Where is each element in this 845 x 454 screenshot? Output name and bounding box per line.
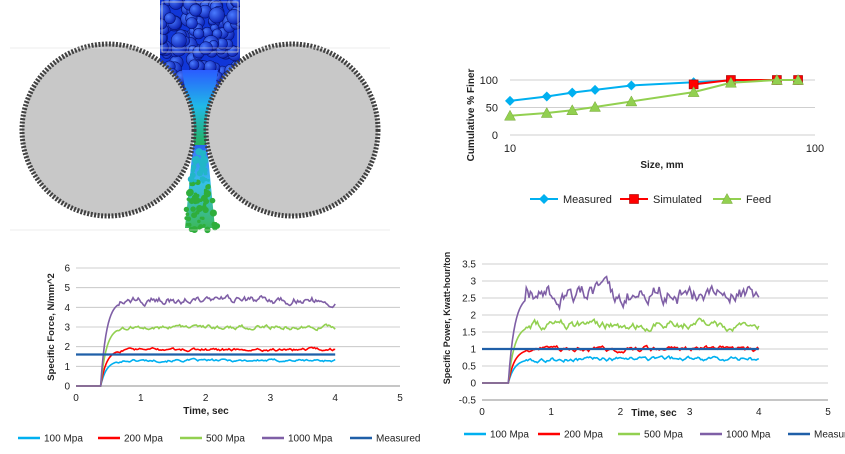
psd-point-feed (687, 86, 700, 97)
power-legend-label-500-mpa: 500 Mpa (644, 430, 683, 441)
force-legend-label-1000-mpa: 1000 Mpa (288, 434, 333, 445)
force-legend-label-500-mpa: 500 Mpa (206, 434, 245, 445)
power-y-tick-label: -0.5 (459, 396, 477, 407)
psd-point-feed (589, 100, 601, 112)
power-y-tick-label: 0 (470, 379, 476, 390)
force-y-tick-label: 6 (64, 264, 70, 275)
force-chart: 0 1 2 3 4 5 6 0 1 2 3 4 5 Specific Force, N/mm^2 Ti… (18, 264, 420, 445)
force-x-tick-label: 1 (138, 393, 144, 404)
power-y-tick-label: 3 (470, 277, 476, 288)
power-x-tick-label: 1 (548, 407, 554, 418)
force-legend-label-100-mpa: 100 Mpa (44, 434, 83, 445)
force-x-tick-label: 4 (332, 393, 338, 404)
force-legend-label-200-mpa: 200 Mpa (124, 434, 163, 445)
power-x-tick-label: 2 (618, 407, 624, 418)
force-series-line-200-mpa (76, 346, 336, 387)
roll-crusher-simulation-image (0, 0, 400, 240)
force-y-tick-label: 3 (64, 323, 70, 334)
power-x-tick-label: 4 (756, 407, 762, 418)
power-y-axis-label: Specific Power, Kwatt-hour/ton (442, 252, 452, 385)
force-y-tick-label: 0 (64, 382, 70, 393)
psd-chart: 0 50 100 10 100 Cumulative % Finer Size, mm… (466, 69, 824, 207)
power-series-line-500-mpa (482, 317, 760, 384)
hopper-outline (161, 1, 239, 53)
psd-point-measured (567, 87, 578, 98)
particle-stream (182, 70, 218, 150)
force-y-tick-label: 2 (64, 342, 70, 353)
psd-legend-marker (629, 194, 639, 204)
psd-point-feed (504, 109, 516, 121)
power-legend-label-200-mpa: 200 Mpa (564, 430, 603, 441)
psd-point-feed (625, 95, 638, 107)
force-x-tick-label: 2 (203, 393, 209, 404)
force-x-axis-label: Time, sec (183, 406, 229, 417)
psd-y-tick-label: 100 (480, 75, 498, 87)
power-y-tick-label: 2.5 (462, 294, 476, 305)
force-y-axis-label: Specific Force, N/mm^2 (46, 273, 57, 380)
psd-point-feed (770, 73, 783, 85)
power-legend-label-100-mpa: 100 Mpa (490, 430, 529, 441)
psd-legend-label-simulated: Simulated (653, 194, 702, 206)
psd-chart-panel: 0 50 100 10 100 Cumulative % Finer Size, mm… (440, 60, 840, 220)
right-roll (203, 41, 381, 219)
psd-series-line-feed (509, 79, 799, 117)
power-series-line-200-mpa (482, 344, 760, 384)
psd-point-feed (540, 106, 553, 118)
power-y-tick-label: 1 (470, 345, 476, 356)
psd-legend-label-measured: Measured (563, 194, 612, 206)
force-y-tick-label: 1 (64, 362, 70, 373)
psd-y-axis-label: Cumulative % Finer (466, 69, 477, 162)
force-y-tick-label: 5 (64, 283, 70, 294)
force-x-tick-label: 0 (73, 393, 79, 404)
power-y-tick-label: 0.5 (462, 362, 476, 373)
psd-x-axis-label: Size, mm (640, 160, 683, 171)
power-legend-label-measured: Measured (814, 430, 845, 441)
power-y-tick-label: 1.5 (462, 328, 476, 339)
force-series-line-1000-mpa (76, 293, 336, 387)
psd-y-tick-label: 0 (492, 130, 498, 142)
left-roll (19, 41, 197, 219)
psd-point-measured (590, 84, 601, 95)
fine-particles (183, 148, 221, 234)
power-x-axis-label: Time, sec (631, 408, 677, 419)
psd-x-tick-label: 10 (504, 143, 516, 155)
psd-y-tick-label: 50 (486, 103, 498, 115)
psd-point-measured (505, 95, 515, 106)
psd-legend-label-feed: Feed (746, 194, 771, 206)
psd-point-measured (626, 80, 637, 91)
power-series-line-100-mpa (482, 354, 760, 384)
force-series-line-500-mpa (76, 323, 336, 387)
power-legend-label-1000-mpa: 1000 Mpa (726, 430, 771, 441)
power-y-tick-label: 2 (470, 311, 476, 322)
psd-x-tick-label: 100 (806, 143, 824, 155)
psd-point-feed (792, 73, 804, 85)
force-x-tick-label: 5 (397, 393, 403, 404)
simulation-graphic (10, 0, 390, 234)
psd-point-feed (566, 104, 579, 115)
power-x-tick-label: 0 (479, 407, 485, 418)
psd-legend-marker (539, 194, 549, 204)
psd-point-measured (541, 91, 552, 102)
psd-legend-marker (721, 192, 733, 204)
force-legend-label-measured: Measured (376, 434, 420, 445)
power-x-tick-label: 3 (687, 407, 693, 418)
power-x-tick-label: 5 (825, 407, 831, 418)
force-series-line-100-mpa (76, 357, 336, 387)
force-x-tick-label: 3 (268, 393, 274, 404)
force-chart-panel: 0 1 2 3 4 5 6 0 1 2 3 4 5 Specific Force, N/mm^2 Ti… (0, 250, 420, 449)
power-y-tick-label: 3.5 (462, 260, 476, 271)
force-y-tick-label: 4 (64, 303, 70, 314)
psd-point-feed (724, 76, 737, 88)
power-series-line-1000-mpa (482, 275, 760, 384)
